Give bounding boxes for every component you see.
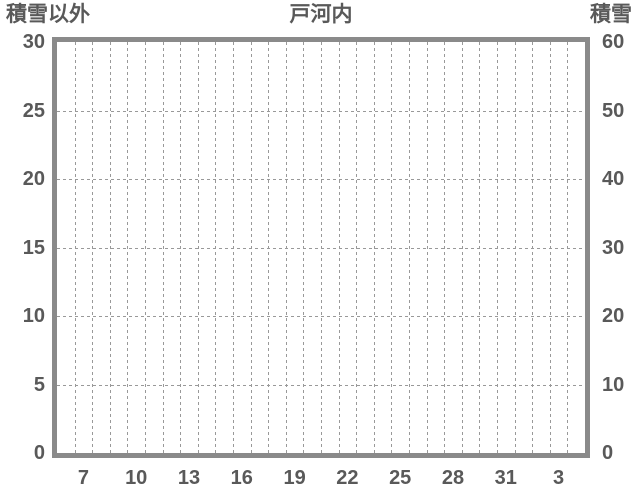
x-axis-tick-label: 22 xyxy=(336,467,359,489)
y-axis-right-tick-label: 40 xyxy=(602,168,625,190)
x-axis-tick-label: 31 xyxy=(494,467,517,489)
x-axis-tick-label: 16 xyxy=(230,467,253,489)
left-axis-title: 積雪以外 xyxy=(6,3,90,26)
chart-title: 戸河内 xyxy=(289,3,353,26)
plot-area xyxy=(52,37,590,458)
y-axis-right-tick-label: 10 xyxy=(602,373,625,396)
y-axis-left-tick-label: 10 xyxy=(22,305,45,327)
y-axis-left-tick-label: 15 xyxy=(22,236,45,259)
x-axis-tick-label: 7 xyxy=(77,467,89,489)
y-axis-left-tick-label: 0 xyxy=(33,442,45,464)
y-axis-right-tick-label: 50 xyxy=(602,99,625,122)
y-axis-right-tick-label: 60 xyxy=(602,31,625,53)
x-axis-tick-label: 19 xyxy=(283,467,306,489)
gridlines xyxy=(57,42,585,453)
x-axis-tick-label: 13 xyxy=(177,467,201,489)
y-axis-right-tick-label: 0 xyxy=(602,442,614,464)
y-axis-right-tick-label: 20 xyxy=(602,305,625,327)
y-axis-left-tick-label: 30 xyxy=(22,31,45,53)
y-axis-left-tick-label: 5 xyxy=(33,373,45,396)
x-axis-tick-label: 10 xyxy=(125,467,148,489)
right-axis-title: 積雪 xyxy=(590,3,632,26)
x-axis-tick-label: 28 xyxy=(441,467,465,489)
y-axis-right-tick-label: 30 xyxy=(602,236,625,259)
y-axis-left-tick-label: 25 xyxy=(22,99,45,122)
x-axis-tick-label: 25 xyxy=(389,467,412,489)
y-axis-left-tick-label: 20 xyxy=(22,168,45,190)
x-axis-tick-label: 3 xyxy=(553,467,565,489)
